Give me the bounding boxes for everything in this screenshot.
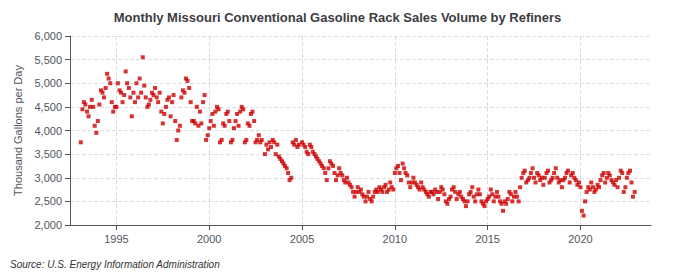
svg-text:2015: 2015 xyxy=(475,233,499,245)
svg-text:2000: 2000 xyxy=(197,233,221,245)
svg-text:4,500: 4,500 xyxy=(34,101,62,113)
svg-text:1995: 1995 xyxy=(104,233,128,245)
svg-text:2005: 2005 xyxy=(290,233,314,245)
svg-text:2,000: 2,000 xyxy=(34,219,62,231)
svg-text:2,500: 2,500 xyxy=(34,195,62,207)
svg-text:Monthly Missouri Conventional: Monthly Missouri Conventional Gasoline R… xyxy=(114,10,562,25)
svg-text:5,500: 5,500 xyxy=(34,54,62,66)
svg-text:3,500: 3,500 xyxy=(34,148,62,160)
svg-text:4,000: 4,000 xyxy=(34,125,62,137)
svg-text:2010: 2010 xyxy=(383,233,407,245)
svg-text:5,000: 5,000 xyxy=(34,77,62,89)
svg-text:Thousand Gallons per Day: Thousand Gallons per Day xyxy=(12,65,24,196)
svg-text:3,000: 3,000 xyxy=(34,172,62,184)
svg-text:2020: 2020 xyxy=(568,233,592,245)
svg-text:6,000: 6,000 xyxy=(34,30,62,42)
svg-text:Source: U.S. Energy Informatio: Source: U.S. Energy Information Administ… xyxy=(10,259,220,270)
